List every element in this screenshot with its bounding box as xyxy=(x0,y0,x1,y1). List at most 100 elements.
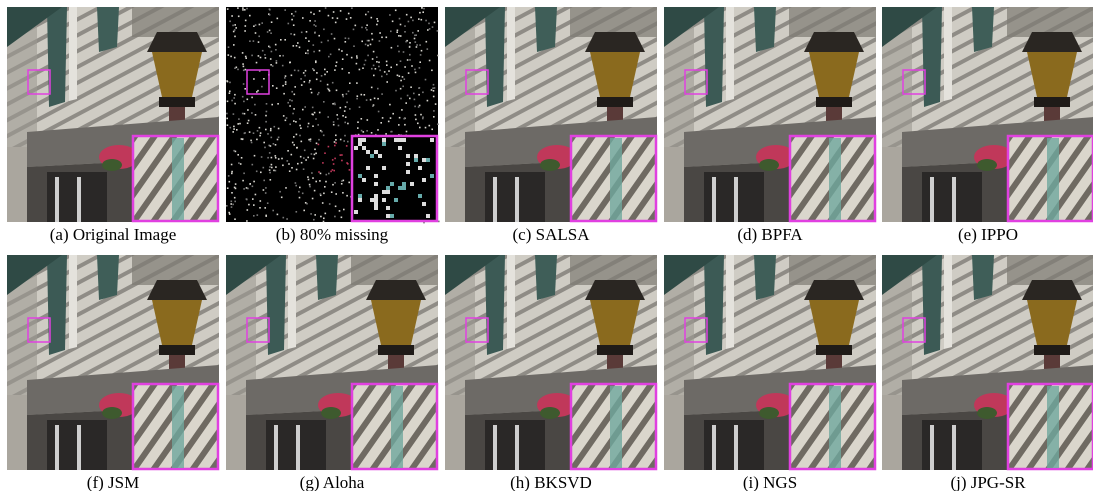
pixel xyxy=(316,143,318,145)
pixel xyxy=(229,82,231,84)
pixel xyxy=(366,130,368,132)
pixel xyxy=(275,49,277,51)
inset-pixel xyxy=(374,182,378,186)
pixel xyxy=(256,171,258,173)
pixel xyxy=(333,124,335,126)
pixel xyxy=(258,36,260,38)
pixel xyxy=(400,24,402,26)
pixel xyxy=(403,118,405,120)
pixel xyxy=(279,191,281,193)
pixel xyxy=(249,183,251,185)
panel xyxy=(226,255,438,470)
pixel xyxy=(341,154,343,156)
pixel xyxy=(298,70,300,72)
pixel xyxy=(324,186,326,188)
pixel xyxy=(235,188,237,190)
panel xyxy=(445,7,657,222)
pixel xyxy=(230,127,232,129)
pixel xyxy=(293,45,295,47)
pixel xyxy=(238,162,240,164)
caption: (f) JSM xyxy=(87,473,139,491)
pixel xyxy=(275,157,277,159)
pixel xyxy=(234,24,236,26)
pixel xyxy=(229,213,231,215)
pixel xyxy=(341,160,343,162)
pixel xyxy=(257,130,259,132)
inset-pixel xyxy=(386,206,390,210)
pixel xyxy=(376,56,378,58)
pixel xyxy=(398,124,400,126)
pixel xyxy=(425,20,427,22)
pixel xyxy=(247,99,249,101)
pixel xyxy=(302,17,304,19)
pixel xyxy=(309,184,311,186)
pixel xyxy=(277,139,279,141)
pixel xyxy=(407,59,409,61)
pixel xyxy=(425,127,427,129)
pixel xyxy=(335,142,337,144)
inset-pixel xyxy=(394,198,398,202)
caption: (e) IPPO xyxy=(958,225,1018,244)
inset-pixel xyxy=(430,138,434,142)
pixel xyxy=(243,83,245,85)
pixel xyxy=(270,32,272,34)
pixel xyxy=(379,70,381,72)
pixel xyxy=(291,167,293,169)
pixel xyxy=(320,193,322,195)
pixel xyxy=(366,24,368,26)
pixel xyxy=(278,137,280,139)
pixel xyxy=(287,160,289,162)
pixel xyxy=(414,99,416,101)
pixel xyxy=(418,94,420,96)
pixel xyxy=(281,158,283,160)
pixel xyxy=(250,140,252,142)
pixel xyxy=(308,40,310,42)
pixel xyxy=(412,32,414,34)
pixel xyxy=(256,91,258,93)
inset-column xyxy=(829,386,841,468)
pixel xyxy=(230,56,232,58)
pixel xyxy=(326,174,328,176)
inset-pixel xyxy=(414,154,418,158)
pixel xyxy=(313,158,315,160)
pixel xyxy=(331,33,333,35)
caption: (g) Aloha xyxy=(300,473,365,491)
pixel xyxy=(419,127,421,129)
pixel xyxy=(271,167,273,169)
pixel xyxy=(324,74,326,76)
pixel xyxy=(433,90,435,92)
pixel xyxy=(242,52,244,54)
pixel xyxy=(312,68,314,70)
pixel xyxy=(306,203,308,205)
pixel xyxy=(334,216,336,218)
inset-pixel xyxy=(422,178,426,182)
pixel xyxy=(343,140,345,142)
pixel xyxy=(422,11,424,13)
pixel xyxy=(338,49,340,51)
pixel xyxy=(251,142,253,144)
pixel xyxy=(395,90,397,92)
pixel xyxy=(269,169,271,171)
caption: (b) 80% missing xyxy=(276,225,389,244)
pixel xyxy=(370,44,372,46)
pixel xyxy=(330,54,332,56)
inset-pixel xyxy=(390,182,394,186)
pixel xyxy=(416,44,418,46)
pixel xyxy=(416,46,418,48)
pixel xyxy=(374,98,376,100)
pixel xyxy=(295,11,297,13)
pixel xyxy=(332,184,334,186)
pixel xyxy=(371,68,373,70)
inset-pixel xyxy=(394,138,398,142)
pixel xyxy=(299,135,301,137)
pixel xyxy=(293,108,295,110)
pixel xyxy=(309,20,311,22)
pixel xyxy=(295,185,297,187)
pixel xyxy=(350,17,352,19)
pixel xyxy=(251,97,253,99)
pixel xyxy=(320,80,322,82)
pixel xyxy=(367,119,369,121)
pixel xyxy=(302,109,304,111)
pixel xyxy=(410,17,412,19)
pixel xyxy=(314,190,316,192)
